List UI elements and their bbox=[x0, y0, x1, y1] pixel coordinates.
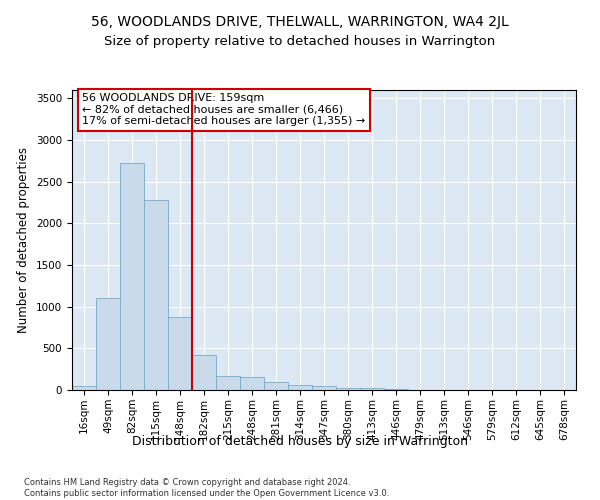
Text: Distribution of detached houses by size in Warrington: Distribution of detached houses by size … bbox=[132, 435, 468, 448]
Text: Size of property relative to detached houses in Warrington: Size of property relative to detached ho… bbox=[104, 35, 496, 48]
Text: Contains HM Land Registry data © Crown copyright and database right 2024.
Contai: Contains HM Land Registry data © Crown c… bbox=[24, 478, 389, 498]
Bar bbox=[96, 298, 120, 390]
Bar bbox=[72, 386, 96, 390]
Bar bbox=[144, 200, 168, 390]
Bar bbox=[336, 388, 360, 390]
Bar bbox=[216, 376, 240, 390]
Text: 56, WOODLANDS DRIVE, THELWALL, WARRINGTON, WA4 2JL: 56, WOODLANDS DRIVE, THELWALL, WARRINGTO… bbox=[91, 15, 509, 29]
Bar bbox=[240, 376, 264, 390]
Bar bbox=[120, 162, 144, 390]
Bar bbox=[288, 385, 312, 390]
Text: 56 WOODLANDS DRIVE: 159sqm
← 82% of detached houses are smaller (6,466)
17% of s: 56 WOODLANDS DRIVE: 159sqm ← 82% of deta… bbox=[82, 93, 365, 126]
Bar bbox=[312, 386, 336, 390]
Bar bbox=[360, 388, 384, 390]
Bar bbox=[264, 382, 288, 390]
Bar bbox=[168, 317, 192, 390]
Bar bbox=[384, 389, 408, 390]
Y-axis label: Number of detached properties: Number of detached properties bbox=[17, 147, 31, 333]
Bar bbox=[192, 356, 216, 390]
